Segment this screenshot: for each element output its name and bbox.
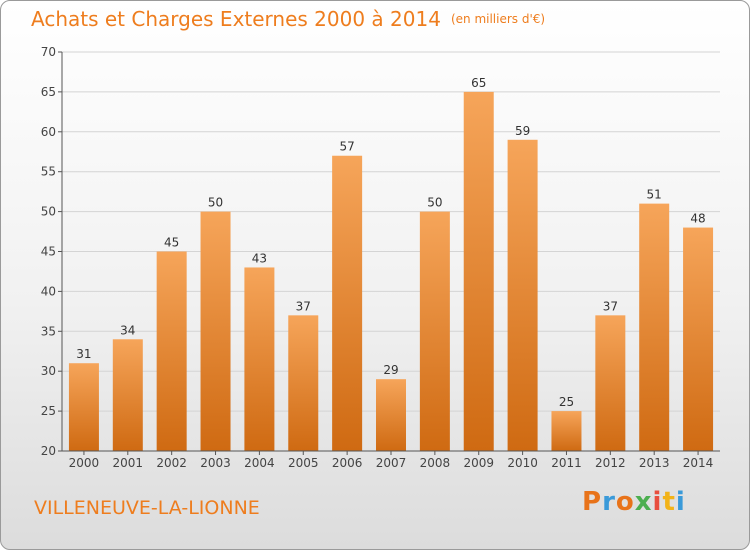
data-label: 31 — [76, 347, 91, 361]
x-tick-label: 2003 — [200, 456, 231, 470]
x-tick-label: 2010 — [507, 456, 538, 470]
y-tick-label: 40 — [41, 284, 56, 298]
axes — [61, 52, 720, 452]
x-tick-label: 2006 — [332, 456, 363, 470]
x-tick-label: 2000 — [69, 456, 100, 470]
data-labels: 31 34 45 50 43 37 57 29 50 65 59 25 37 51 48 — [76, 76, 705, 409]
y-tick-label: 55 — [41, 165, 56, 179]
data-label: 50 — [427, 196, 442, 210]
y-tick-label: 20 — [41, 444, 56, 458]
data-label: 37 — [603, 299, 618, 313]
y-tick-label: 65 — [41, 85, 56, 99]
bar-2014 — [683, 227, 714, 451]
logo-letter: x — [634, 487, 653, 517]
y-tick-label: 45 — [41, 245, 56, 259]
x-tick-label: 2009 — [463, 456, 494, 470]
x-tick-label: 2014 — [683, 456, 714, 470]
y-tick-label: 35 — [41, 324, 56, 338]
bar-2007 — [376, 379, 406, 451]
y-tick-label: 25 — [41, 404, 56, 418]
x-axis-ticks: 2000 2001 2002 2003 2004 2005 2006 2007 2008 2009… — [69, 451, 714, 470]
data-label: 50 — [208, 196, 223, 210]
bar-2002 — [156, 251, 187, 451]
city-name: VILLENEUVE-LA-LIONNE — [34, 497, 260, 519]
data-label: 57 — [339, 140, 354, 154]
x-tick-label: 2011 — [551, 456, 582, 470]
data-label: 65 — [471, 76, 486, 90]
bars — [68, 91, 714, 452]
bar-2006 — [332, 155, 363, 452]
logo-letter: o — [615, 487, 635, 517]
bar-2001 — [112, 339, 143, 451]
x-tick-label: 2008 — [420, 456, 451, 470]
data-label: 34 — [120, 323, 135, 337]
y-tick-label: 70 — [41, 45, 56, 59]
bar-2003 — [200, 211, 231, 451]
data-label: 29 — [383, 363, 398, 377]
bar-2012 — [595, 315, 626, 451]
bar-2011 — [551, 411, 582, 451]
chart-title-text: Achats et Charges Externes 2000 à 2014 — [31, 7, 441, 31]
chart-title: Achats et Charges Externes 2000 à 2014 (e… — [31, 7, 545, 31]
logo-letter: i — [652, 487, 663, 517]
chart-unit-label: (en milliers d'€) — [450, 12, 546, 26]
data-label: 43 — [252, 251, 267, 265]
bar-2010 — [507, 139, 538, 451]
y-tick-label: 60 — [41, 125, 56, 139]
bar-2013 — [639, 203, 670, 451]
logo-letter: r — [602, 487, 616, 517]
x-tick-label: 2002 — [156, 456, 187, 470]
bar-2008 — [419, 211, 450, 451]
bar-2004 — [244, 267, 275, 451]
y-axis-ticks: 20 25 30 35 40 45 50 55 60 65 70 — [41, 45, 62, 458]
proxiti-logo: Proxiti — [582, 487, 686, 517]
x-tick-label: 2013 — [639, 456, 670, 470]
y-tick-label: 30 — [41, 364, 56, 378]
bar-2009 — [463, 91, 494, 452]
data-label: 48 — [690, 212, 705, 226]
x-tick-label: 2007 — [376, 456, 407, 470]
x-tick-label: 2012 — [595, 456, 626, 470]
logo-letter: t — [662, 487, 676, 517]
bar-2000 — [68, 363, 99, 451]
data-label: 51 — [647, 188, 662, 202]
data-label: 45 — [164, 236, 179, 250]
bar-2005 — [288, 315, 319, 451]
data-label: 37 — [296, 299, 311, 313]
data-label: 25 — [559, 395, 574, 409]
logo-letter: P — [582, 487, 603, 517]
logo-letter: i — [675, 487, 686, 517]
data-label: 59 — [515, 124, 530, 138]
x-tick-label: 2005 — [288, 456, 319, 470]
y-tick-label: 50 — [41, 205, 56, 219]
x-tick-label: 2001 — [113, 456, 144, 470]
x-tick-label: 2004 — [244, 456, 275, 470]
